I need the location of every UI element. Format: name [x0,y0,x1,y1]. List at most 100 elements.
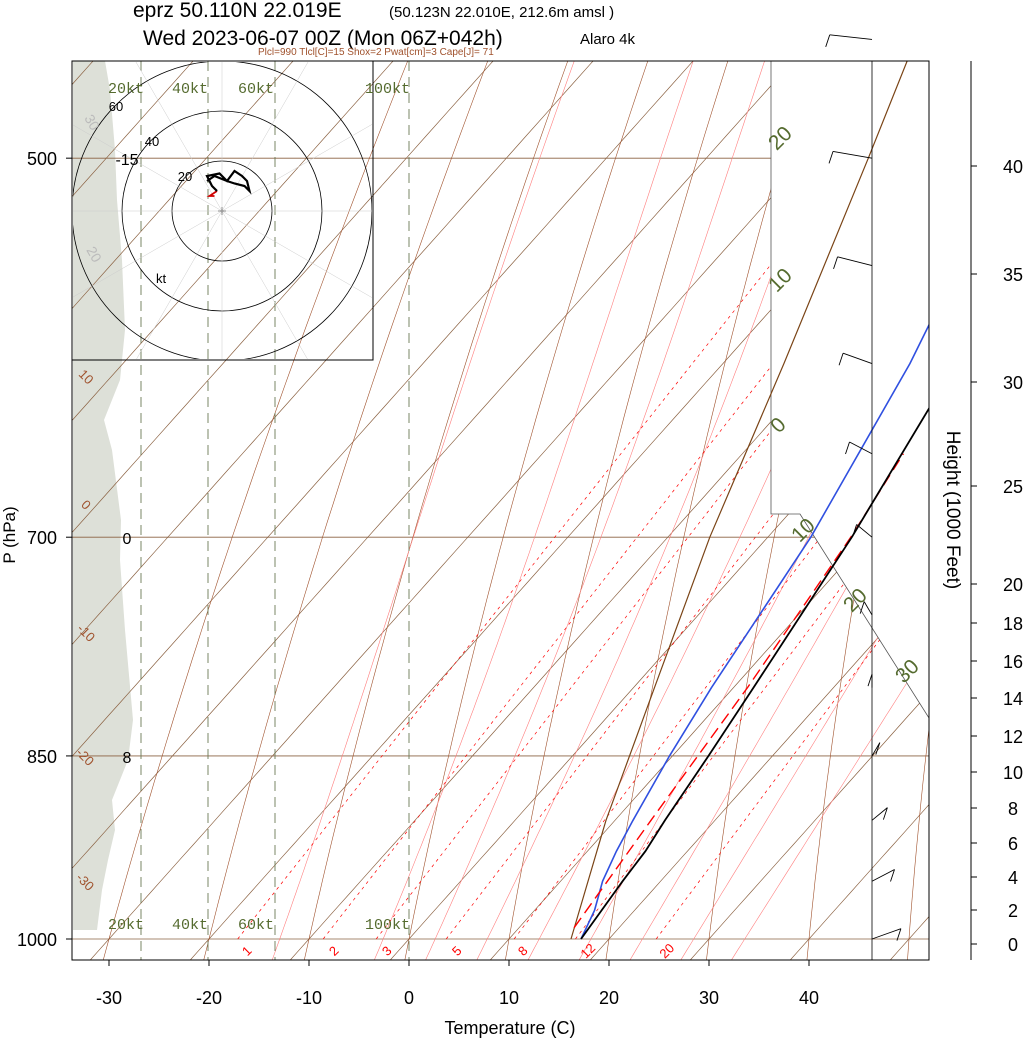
wind-barb-flag [859,601,865,614]
wind-barb-flag [867,673,873,687]
height-axis-title: Height (1000 Feet) [942,431,963,589]
hodograph-trace-low [206,190,218,197]
isotherm [72,61,394,422]
y-tick-label: 700 [27,528,57,548]
y-tick-label: 500 [27,149,57,169]
wind-barb-shaft [829,34,873,40]
wind-barb-shaft [842,352,873,364]
height-tick-label: 25 [1003,477,1023,497]
parcel-curve [570,61,908,940]
dewpoint-curve [580,323,929,940]
hodograph-spoke [73,210,223,298]
height-tick-label: 14 [1003,689,1023,709]
speed-guide-label: 40kt [172,81,208,98]
wind-barb-shaft [849,441,873,455]
hodograph-spoke [221,124,372,212]
speed-guide-label: 60kt [238,81,274,98]
level-temperature-label: 8 [123,750,132,767]
wind-barb-flag [896,928,902,941]
wind-barb-shaft [871,928,902,940]
hodograph-spoke [221,210,372,298]
dry-adiabat [203,61,489,960]
height-tick-label: 30 [1003,373,1023,393]
height-tick-label: 35 [1003,265,1023,285]
x-tick-label: -10 [296,988,322,1008]
wind-barb-flag [838,353,844,366]
level-temperature-label: 0 [123,531,132,548]
wind-barb-shaft [871,742,881,757]
speed-guide-label: 20kt [108,81,144,98]
moist-adiabat [374,61,694,960]
hodograph-inner-label: 30 [81,112,103,134]
height-tick-label: 16 [1003,652,1023,672]
upper-region-mask [770,61,929,719]
isotherm [72,61,794,869]
x-tick-label: 0 [404,988,414,1008]
x-tick-label: 20 [599,988,619,1008]
mixing-ratio-label: 3 [379,943,395,959]
mixing-ratio-label: 20 [656,940,677,961]
x-tick-label: 30 [699,988,719,1008]
x-tick-label: -30 [96,988,122,1008]
isotherm [789,804,929,960]
mixing-ratio-label: 2 [326,943,342,959]
isotherm [72,61,594,646]
mixing-ratio-label: 8 [515,943,531,959]
x-tick-label: 40 [799,988,819,1008]
wind-barb-shaft [871,869,895,882]
hodograph-ring-label: 40 [145,134,159,149]
station-title: eprz 50.110N 22.019E [133,0,342,22]
plot-frame [71,60,930,961]
height-tick-label: 40 [1003,157,1023,177]
moist-adiabat [271,61,575,960]
height-tick-label: 12 [1003,727,1023,747]
hodograph-spoke [221,62,309,212]
mixing-ratio-line [445,312,929,940]
isotherm [89,61,894,960]
height-tick-label: 2 [1008,901,1018,921]
speed-guide-label: 40kt [172,917,208,934]
height-tick-label: 8 [1008,799,1018,819]
mixing-ratio-label: 5 [449,943,465,959]
moist-adiabat [731,647,929,960]
x-axis-title: Temperature (C) [444,1018,575,1038]
wind-barb-shaft [863,601,873,616]
wind-barb-flag [890,869,895,882]
isotherm [72,61,494,534]
dry-adiabat [605,61,809,960]
hodograph-spoke [221,210,308,359]
dry-adiabat [404,61,649,960]
moist-adiabat [629,439,929,960]
moist-adiabat [476,61,847,960]
height-tick-label: 4 [1008,868,1018,888]
hodograph-trace [205,169,252,195]
hodograph-spoke [136,210,223,359]
y-tick-label: 850 [27,747,57,767]
wind-barb-shaft [856,524,873,538]
x-tick-label: -20 [196,988,222,1008]
wind-barb-flag [875,742,881,755]
wind-barb-shaft [837,256,873,266]
wind-barb-flag [882,807,888,820]
wind-barb-flag [828,151,834,164]
mixing-ratio-line [655,573,929,940]
hodograph-spoke [135,62,223,212]
wind-barb-flag [833,256,838,270]
x-tick-label: 10 [499,988,519,1008]
hodograph-spoke [73,124,223,212]
sounding-profiles [570,61,929,940]
mixing-ratio-label: 1 [239,943,255,959]
height-tick-label: 10 [1003,763,1023,783]
temperature-curve [580,406,929,940]
dry-adiabat [303,61,569,960]
wind-barb-shaft [871,807,888,821]
speed-guide-label: 60kt [238,917,274,934]
wind-barb-flag [825,34,831,48]
isotherm [72,61,694,757]
height-tick-label: 18 [1003,614,1023,634]
hodograph-ring-label: 60 [109,99,123,114]
hodograph-ring-label: 20 [178,169,192,184]
station-location: (50.123N 22.010E, 212.6m amsl ) [389,4,614,21]
